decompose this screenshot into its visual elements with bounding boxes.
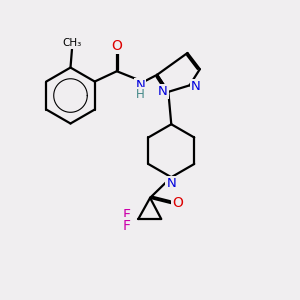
Text: N: N [136, 79, 145, 92]
Text: F: F [123, 208, 131, 222]
Text: N: N [167, 177, 176, 190]
Text: F: F [123, 218, 131, 233]
Text: CH₃: CH₃ [62, 38, 82, 48]
Text: N: N [191, 80, 201, 93]
Text: O: O [111, 39, 122, 52]
Text: N: N [158, 85, 168, 98]
Text: O: O [172, 196, 183, 210]
Text: H: H [136, 88, 145, 101]
